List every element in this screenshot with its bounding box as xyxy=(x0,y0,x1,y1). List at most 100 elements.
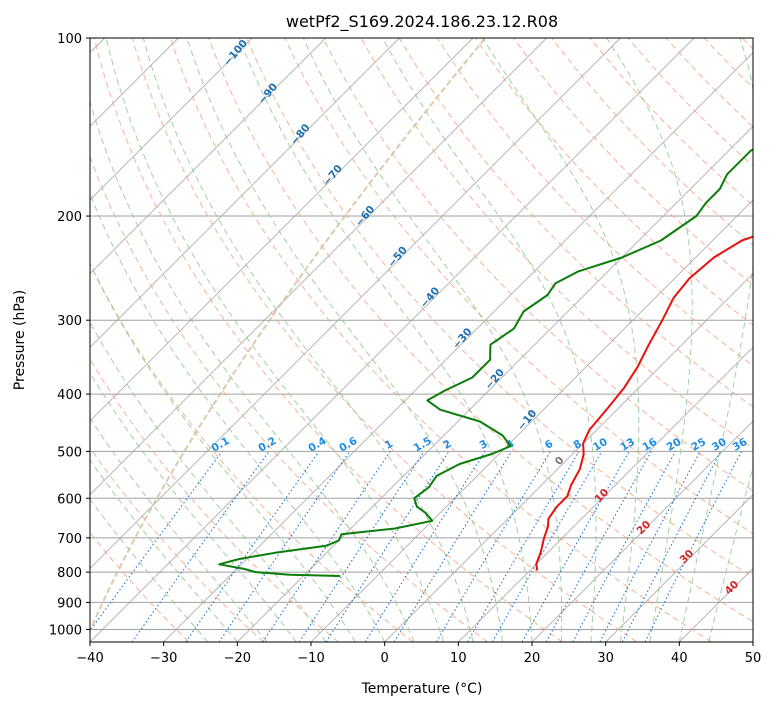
moist-adiabat-line xyxy=(90,192,386,642)
x-tick-label: −10 xyxy=(297,651,324,666)
moist-adiabat-line xyxy=(90,371,297,642)
x-axis-ticks: −40 −30 −20 −10 0 10 20 30 40 50 xyxy=(76,642,761,666)
moist-adiabat-line xyxy=(481,38,640,642)
moist-adiabat-line xyxy=(186,38,503,642)
dry-adiabat-line xyxy=(90,531,190,642)
moist-adiabat-line xyxy=(382,38,597,642)
moist-adiabat-line xyxy=(142,38,474,642)
grid-layer xyxy=(90,38,753,642)
y-tick-label: 300 xyxy=(57,314,82,329)
mixing-ratio-line xyxy=(218,451,351,642)
mixing-ratio-label: 6 xyxy=(543,438,555,452)
mixing-ratio-line xyxy=(599,451,701,642)
mixing-ratio-line xyxy=(435,451,552,642)
isotherm-line xyxy=(384,273,753,642)
dry-adiabat-label: 40 xyxy=(722,578,741,597)
x-tick-label: −20 xyxy=(224,651,251,666)
moist-adiabat-line xyxy=(678,38,753,642)
dry-adiabat-line xyxy=(627,38,753,167)
isotherm-line xyxy=(752,641,753,642)
dry-adiabat-line xyxy=(90,155,488,642)
moist-adiabat-line xyxy=(302,38,563,642)
y-tick-label: 700 xyxy=(57,532,82,547)
dry-adiabat-label: 30 xyxy=(677,547,696,566)
mixing-ratio-label: 2 xyxy=(441,438,453,452)
moist-adiabat-label: −40 xyxy=(418,285,442,311)
mixing-ratio-line xyxy=(393,451,513,642)
dry-adiabat-line xyxy=(398,38,753,408)
dry-adiabat-line xyxy=(475,38,753,326)
isotherm-line xyxy=(531,420,753,642)
y-tick-label: 900 xyxy=(57,596,82,611)
x-tick-label: −30 xyxy=(150,651,177,666)
moist-adiabat-label: 0 xyxy=(553,454,567,467)
y-tick-label: 500 xyxy=(57,445,82,460)
dry-adiabat-line xyxy=(93,38,563,642)
moist-adiabat-label: −70 xyxy=(321,163,345,189)
isotherm-line xyxy=(163,52,753,642)
moist-adiabat-label: −30 xyxy=(450,326,474,352)
moist-adiabat-line xyxy=(606,38,693,642)
dry-adiabat-line xyxy=(436,38,753,367)
y-tick-label: 100 xyxy=(57,32,82,47)
moist-adiabat-label: −10 xyxy=(515,407,539,433)
dry-adiabat-line xyxy=(551,38,753,246)
moist-adiabat-line xyxy=(708,465,753,642)
isotherm-line xyxy=(90,38,474,422)
dry-adiabat-line xyxy=(703,38,753,89)
y-tick-label: 600 xyxy=(57,492,82,507)
x-tick-label: 40 xyxy=(671,651,688,666)
plot-frame xyxy=(89,37,754,643)
moist-adiabat-line xyxy=(105,38,445,642)
dewpoint-profile xyxy=(218,148,753,577)
isotherm-line xyxy=(458,346,753,642)
dry-adiabat-line xyxy=(90,446,264,642)
isotherm-line xyxy=(90,38,400,348)
isotherm-line xyxy=(90,38,253,201)
mixing-ratio-line xyxy=(545,451,652,642)
moist-adiabat-label: −20 xyxy=(483,367,507,393)
mixing-ratio-line xyxy=(90,451,223,632)
moist-adiabat-line xyxy=(238,38,533,642)
mixing-ratio-line xyxy=(467,451,580,642)
chart-title: wetPf2_S169.2024.186.23.12.R08 xyxy=(286,12,558,32)
y-tick-label: 800 xyxy=(57,566,82,581)
moist-adiabat-label: −90 xyxy=(256,81,280,107)
x-axis-label: Temperature (°C) xyxy=(361,681,483,697)
isotherm-line xyxy=(90,38,547,496)
mixing-ratio-line xyxy=(325,451,450,642)
moist-adiabat-line xyxy=(90,100,415,642)
y-tick-label: 200 xyxy=(57,210,82,225)
x-tick-label: 20 xyxy=(524,651,541,666)
mixing-ratio-line xyxy=(644,451,742,642)
x-tick-label: 30 xyxy=(597,651,614,666)
moist-adiabat-line xyxy=(90,262,356,642)
isotherm-line xyxy=(605,494,753,642)
dry-adiabat-line xyxy=(742,38,753,50)
temperature-profile xyxy=(535,235,753,571)
moist-adiabat-label: −50 xyxy=(386,244,410,270)
reference-lines xyxy=(90,38,753,642)
dry-adiabat-line xyxy=(360,38,753,450)
dry-adiabat-line xyxy=(170,38,712,642)
y-axis-ticks: 100 200 300 400 500 600 700 800 900 1000 xyxy=(49,32,90,638)
moist-adiabat-label: −80 xyxy=(288,122,312,148)
mixing-ratio-line xyxy=(491,451,603,642)
dry-adiabat-line xyxy=(131,38,638,642)
lcl-curve xyxy=(90,38,487,634)
profile-series xyxy=(218,148,753,577)
y-axis-label: Pressure (hPa) xyxy=(12,290,28,390)
dry-adiabat-line xyxy=(513,38,753,286)
moist-adiabat-line xyxy=(90,459,238,642)
dry-adiabat-line xyxy=(90,262,414,642)
dry-adiabat-line xyxy=(589,38,753,206)
y-tick-label: 400 xyxy=(57,388,82,403)
dry-adiabat-line xyxy=(246,38,753,578)
reference-labels: 0.1 0.2 0.4 0.6 1 1.5 2 3 4 6 8 10 13 16 20 25 30 36−100−… xyxy=(210,38,750,597)
x-tick-label: −40 xyxy=(76,651,103,666)
dry-adiabat-line xyxy=(208,38,753,623)
mixing-ratio-line xyxy=(572,451,676,642)
moist-adiabat-line xyxy=(90,321,327,642)
x-tick-label: 50 xyxy=(745,651,762,666)
